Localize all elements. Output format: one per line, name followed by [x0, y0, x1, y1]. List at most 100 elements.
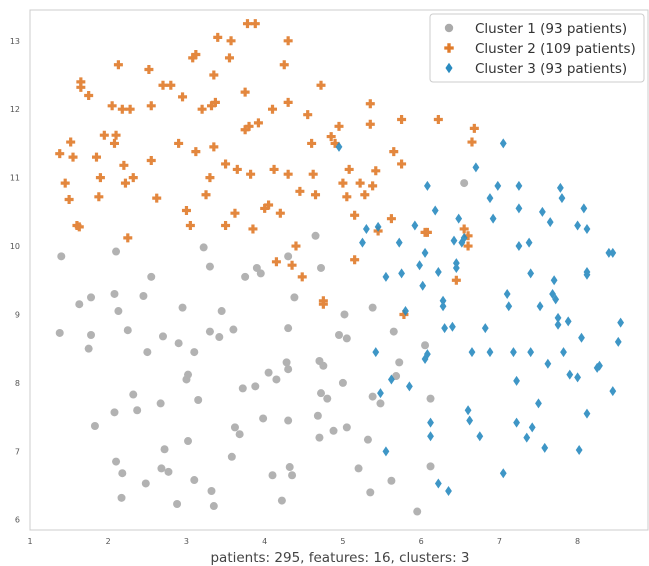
- data-point: [523, 432, 531, 443]
- legend-marker: [444, 43, 454, 53]
- data-point: [199, 243, 208, 252]
- data-point: [614, 336, 622, 347]
- data-point: [277, 496, 286, 505]
- data-point: [235, 430, 244, 439]
- y-tick-label: 9: [15, 310, 20, 319]
- data-point: [319, 361, 328, 370]
- data-point: [209, 502, 218, 511]
- data-point: [377, 388, 384, 399]
- data-point: [160, 445, 169, 454]
- x-tick-label: 2: [106, 537, 111, 546]
- data-point: [224, 53, 234, 63]
- x-tick-label: 1: [27, 537, 32, 546]
- data-point: [486, 347, 494, 358]
- data-point: [311, 190, 321, 200]
- data-point: [556, 182, 564, 193]
- data-point: [574, 372, 581, 383]
- data-point: [158, 80, 168, 90]
- data-point: [64, 195, 74, 205]
- x-axis-ticks: 1 2 3 4 5 6 7 8: [27, 537, 580, 546]
- data-point: [107, 101, 117, 111]
- data-point: [431, 205, 439, 216]
- data-point: [317, 389, 326, 398]
- data-point: [515, 203, 523, 214]
- data-point: [99, 130, 109, 140]
- data-point: [350, 255, 360, 265]
- data-point: [558, 193, 566, 204]
- data-point: [494, 180, 502, 191]
- data-point: [251, 382, 260, 391]
- data-point: [609, 247, 617, 258]
- data-point: [342, 192, 352, 202]
- data-point: [123, 326, 132, 335]
- data-point: [460, 232, 468, 243]
- data-point: [481, 323, 489, 334]
- data-point: [244, 121, 254, 131]
- data-point: [342, 423, 351, 432]
- data-point: [272, 375, 281, 384]
- data-point: [207, 487, 216, 495]
- series-3: [335, 138, 625, 496]
- data-point: [338, 178, 348, 188]
- data-point: [291, 241, 301, 251]
- data-point: [226, 36, 236, 46]
- data-point: [460, 179, 469, 188]
- data-point: [450, 235, 458, 246]
- data-point: [152, 193, 162, 203]
- data-point: [184, 370, 193, 379]
- data-point: [181, 205, 191, 215]
- data-point: [466, 415, 474, 426]
- data-point: [359, 237, 366, 248]
- data-point: [268, 104, 278, 114]
- data-point: [76, 82, 86, 92]
- data-point: [123, 233, 133, 243]
- x-tick-label: 7: [497, 537, 502, 546]
- data-point: [156, 399, 165, 408]
- data-point: [74, 222, 84, 232]
- data-point: [445, 486, 452, 496]
- data-point: [260, 203, 270, 213]
- data-point: [227, 452, 236, 461]
- data-point: [91, 152, 101, 162]
- data-point: [268, 471, 277, 480]
- data-point: [583, 223, 591, 234]
- data-point: [240, 125, 250, 135]
- data-point: [190, 348, 199, 357]
- data-point: [554, 319, 562, 330]
- data-point: [323, 394, 332, 403]
- data-point: [209, 70, 219, 80]
- data-point: [117, 104, 127, 114]
- data-point: [128, 173, 138, 183]
- data-point: [455, 213, 463, 224]
- data-point: [449, 321, 456, 332]
- data-point: [402, 306, 409, 317]
- y-tick-label: 6: [15, 516, 20, 525]
- data-point: [284, 416, 293, 425]
- data-point: [109, 138, 119, 148]
- data-point: [57, 252, 66, 261]
- data-point: [87, 293, 96, 302]
- data-point: [376, 399, 385, 408]
- data-point: [285, 463, 294, 472]
- data-point: [544, 358, 552, 369]
- data-point: [503, 288, 511, 299]
- y-tick-label: 11: [10, 174, 20, 183]
- data-point: [574, 220, 581, 231]
- data-point: [515, 241, 523, 252]
- data-point: [133, 406, 142, 415]
- data-point: [439, 295, 447, 306]
- data-point: [538, 206, 546, 217]
- legend-entry: Cluster 3 (93 patients): [475, 61, 627, 77]
- data-point: [489, 213, 497, 224]
- y-tick-label: 13: [10, 37, 20, 46]
- y-tick-label: 7: [15, 447, 20, 456]
- data-point: [583, 267, 591, 278]
- data-point: [549, 288, 556, 299]
- data-point: [342, 334, 351, 343]
- data-point: [368, 181, 378, 191]
- data-point: [197, 104, 207, 114]
- data-point: [191, 147, 201, 157]
- data-point: [269, 164, 279, 174]
